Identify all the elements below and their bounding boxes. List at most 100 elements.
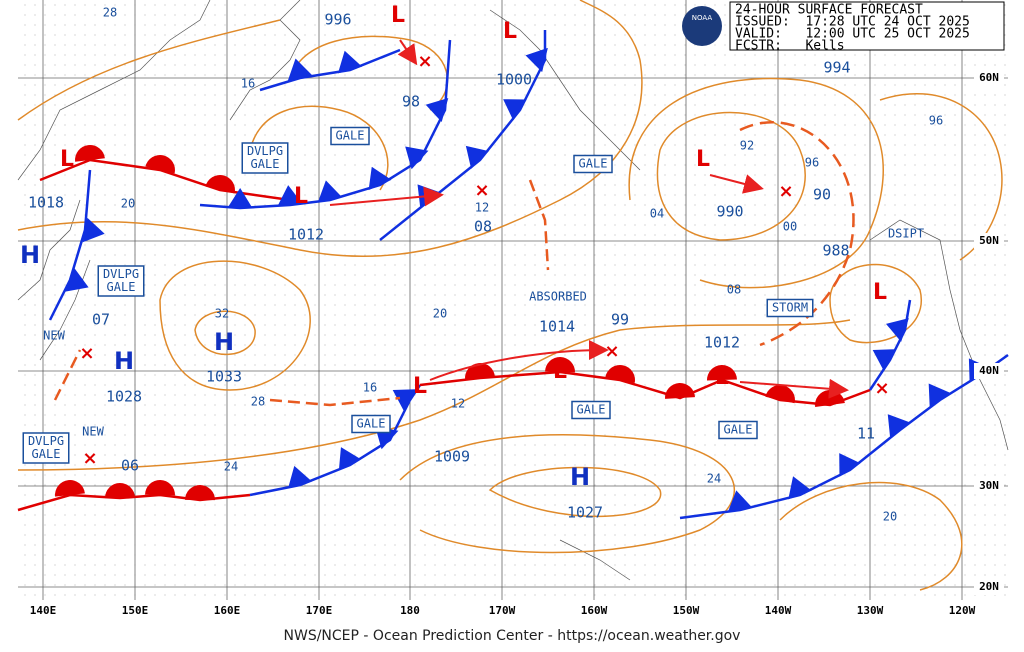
low: L (391, 3, 405, 28)
noaa-logo (682, 6, 722, 46)
svg-text:×: × (604, 341, 619, 362)
high: H (214, 328, 234, 356)
warning-box (241, 142, 289, 174)
warning-box (97, 265, 145, 297)
isobar-label: 16 (363, 381, 377, 395)
warning-text: DVLPG (247, 144, 283, 158)
svg-text:×: × (874, 378, 889, 399)
cold-front (259, 48, 401, 92)
low: L (60, 147, 74, 172)
longitude-label: 150E (122, 604, 149, 617)
warning-text: GALE (32, 447, 61, 461)
svg-text:×: × (82, 448, 97, 469)
trough (739, 120, 855, 347)
header-issued: ISSUED: 17:28 UTC 24 OCT 2025 (735, 15, 970, 30)
low: L (696, 147, 710, 172)
logo-text: NOAA (692, 14, 713, 22)
trough (53, 349, 82, 401)
pressure: 98 (402, 93, 420, 111)
low: L (715, 365, 729, 390)
svg-text:×: × (778, 181, 793, 202)
header-valid: VALID: 12:00 UTC 25 OCT 2025 (735, 27, 970, 42)
fronts (17, 30, 1009, 520)
cold-front (48, 169, 105, 321)
pressure: 07 (92, 311, 110, 329)
pressure: 1009 (434, 448, 470, 466)
high: H (20, 241, 40, 269)
future-positions: × × × × × × × (79, 51, 889, 469)
longitude-label: 170W (489, 604, 516, 617)
svg-text:×: × (79, 343, 94, 364)
warning-text: GALE (724, 423, 753, 437)
isobar-label: 20 (121, 197, 135, 211)
high: H (570, 463, 590, 491)
isobar-label: 92 (740, 139, 754, 153)
isobar-label: 28 (103, 6, 117, 20)
low: L (553, 359, 567, 384)
warning-text: STORM (772, 301, 808, 315)
warning-text: DVLPG (28, 434, 64, 448)
warning-text: GALE (251, 157, 280, 171)
cold-front (379, 30, 548, 241)
longitude-label: 130W (857, 604, 884, 617)
isobars (17, 0, 1003, 591)
isobar-label: 96 (929, 114, 943, 128)
pressure: 1000 (496, 71, 532, 89)
pressure: 1028 (106, 388, 142, 406)
isobar-label: 24 (224, 460, 238, 474)
pressure: 988 (822, 242, 849, 260)
isobar-label: 12 (451, 397, 465, 411)
low: L (294, 184, 308, 209)
pressure: 06 (121, 457, 139, 475)
latitude-label: 50N (979, 234, 999, 247)
svg-text:×: × (417, 51, 432, 72)
warm-front (17, 480, 251, 512)
svg-text:×: × (474, 180, 489, 201)
isobar-label: 12 (475, 201, 489, 215)
note: ABSORBED (529, 290, 587, 304)
pressure-labels: 996 1000 98 1018 1012 08 990 90 994 988 … (28, 11, 875, 522)
warning-box (330, 126, 370, 146)
warning-box (766, 298, 814, 318)
latitude-label: 60N (979, 71, 999, 84)
header-title: 24-HOUR SURFACE FORECAST (735, 3, 923, 18)
note: NEW (43, 329, 65, 343)
warning-box (351, 414, 391, 434)
isobar-label: 08 (727, 283, 741, 297)
pressure: 990 (716, 203, 743, 221)
warning-text: GALE (579, 157, 608, 171)
map-background (18, 0, 1008, 600)
footer: NWS/NCEP - Ocean Prediction Center - htt… (284, 628, 741, 644)
isobar-label: 04 (650, 207, 664, 221)
longitude-label: 140E (30, 604, 57, 617)
warning-box (571, 400, 611, 420)
latitude-label: 20N (979, 580, 999, 593)
pressure: 08 (474, 218, 492, 236)
cold-front (679, 353, 1009, 520)
longitude-label: 180 (400, 604, 420, 617)
warning-box (573, 154, 613, 174)
low: L (413, 374, 427, 399)
isobar-label: 96 (805, 156, 819, 170)
low: L (503, 19, 517, 44)
pressure: 1033 (206, 368, 242, 386)
latitude-label: 30N (979, 479, 999, 492)
pressure: 11 (857, 425, 875, 443)
pressure: 1018 (28, 194, 64, 212)
warning-box (718, 420, 758, 440)
cold-front (249, 384, 422, 497)
isobar-label: 16 (241, 77, 255, 91)
trough (528, 179, 550, 271)
longitude-label: 150W (673, 604, 700, 617)
trough (269, 396, 401, 407)
warning-text: DVLPG (103, 267, 139, 281)
isobar-label: 28 (251, 395, 265, 409)
isobar-label: 20 (883, 510, 897, 524)
warning-text: GALE (107, 280, 136, 294)
notes: NEW NEW ABSORBED DSIPT (43, 227, 924, 439)
cold-front (868, 299, 912, 391)
longitude-label: 170E (306, 604, 333, 617)
pressure: 996 (324, 11, 351, 29)
